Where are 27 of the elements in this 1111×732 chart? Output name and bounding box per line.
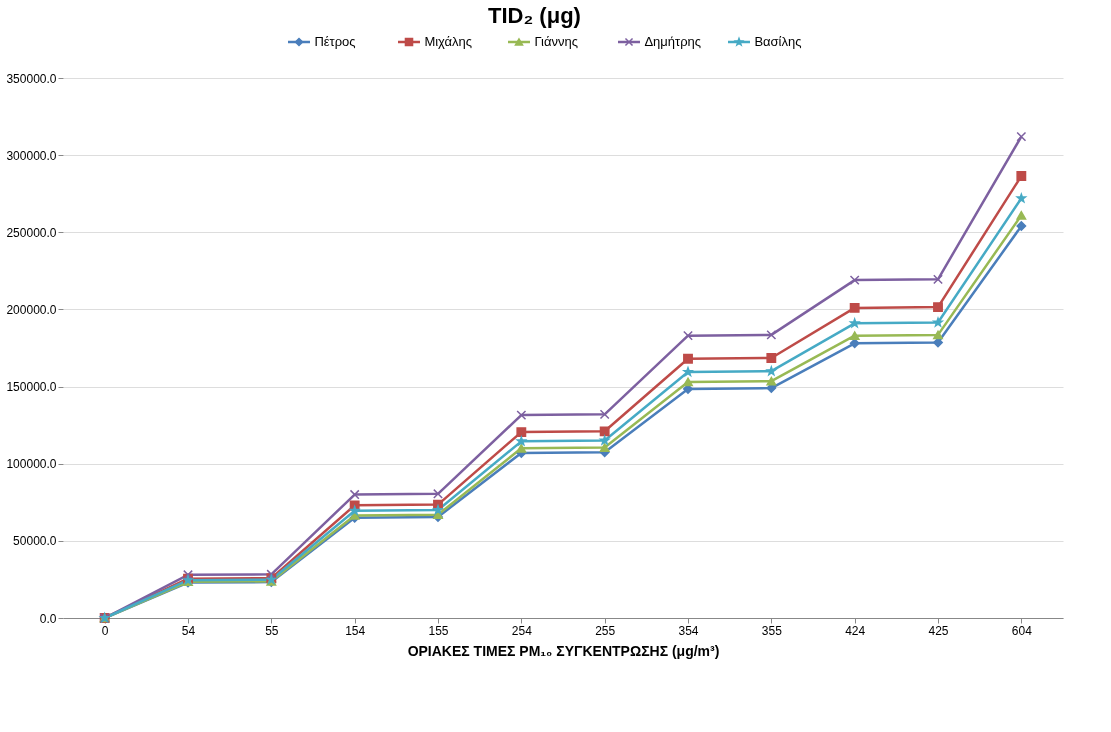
legend-label: Δημήτρης [644,34,702,49]
x-tick-label: 354 [678,623,699,638]
x-tick-label: 604 [1011,623,1033,638]
y-tick-label: 250000.0 [6,225,57,240]
x-tick-label: 255 [595,623,616,638]
y-tick-label: 200000.0 [6,302,57,317]
x-tick-label: 154 [345,623,366,638]
y-tick-label: 100000.0 [6,457,57,472]
x-tick-label: 425 [928,623,949,638]
y-tick-label: 0.0 [39,611,57,626]
y-tick-label: 350000.0 [6,71,57,86]
x-tick-label: 155 [428,623,449,638]
x-tick-label: 355 [761,623,783,638]
legend-label: Βασίλης [754,34,802,49]
x-tick-label: 0 [101,623,109,638]
x-tick-label: 424 [845,623,866,638]
x-tick-label: 55 [265,623,279,638]
legend-label: Μιχάλης [424,34,473,49]
legend-label: Γιάννης [534,34,578,49]
y-tick-label: 300000.0 [6,148,57,163]
y-tick-label: 150000.0 [6,380,57,395]
x-tick-label: 254 [511,623,533,638]
legend-label: Πέτρος [314,34,356,49]
x-axis-title: ΟΡΙΑΚΕΣ ΤΙΜΕΣ PM₁₀ ΣΥΓΚΕΝΤΡΩΣΗΣ (μg/m³) [407,642,720,659]
chart-title: TID₂ (μg) [488,3,581,28]
x-tick-label: 54 [181,623,196,638]
y-tick-label: 50000.0 [13,534,57,549]
